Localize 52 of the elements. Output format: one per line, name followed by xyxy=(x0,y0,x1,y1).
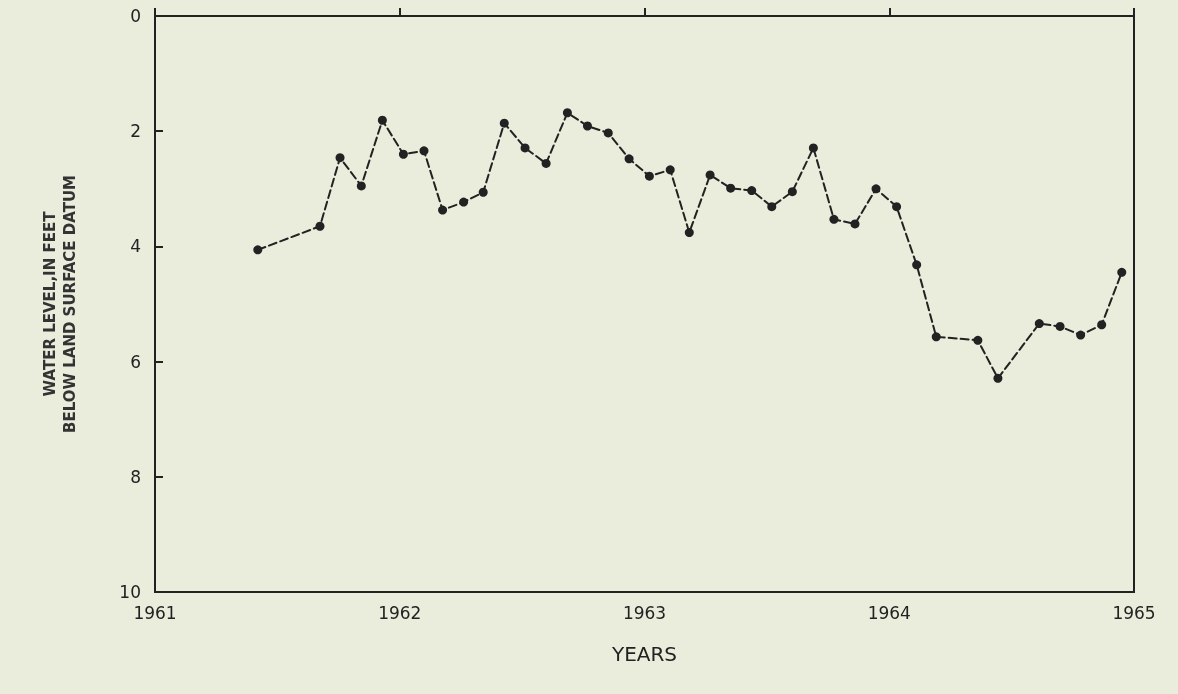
point xyxy=(478,187,488,197)
point xyxy=(377,115,387,125)
point xyxy=(624,154,634,164)
point xyxy=(871,184,881,194)
point xyxy=(644,171,654,181)
point xyxy=(1097,320,1107,330)
x-axis-title: YEARS xyxy=(610,642,678,666)
point xyxy=(1117,267,1127,277)
point xyxy=(1055,321,1065,331)
point xyxy=(931,332,941,342)
point xyxy=(562,108,572,118)
y-tick-label: 2 xyxy=(130,121,141,142)
point xyxy=(582,121,592,131)
point xyxy=(335,153,345,163)
point xyxy=(665,165,675,175)
point xyxy=(499,118,509,128)
y-tick-label: 8 xyxy=(130,466,141,487)
y-tick-label: 0 xyxy=(130,6,141,26)
point xyxy=(1034,319,1044,329)
point xyxy=(726,183,736,193)
point xyxy=(419,146,429,156)
x-tick-label: 1963 xyxy=(622,602,667,623)
point xyxy=(356,181,366,191)
point xyxy=(684,228,694,238)
y-tick-label: 4 xyxy=(130,236,141,257)
point xyxy=(398,149,408,159)
point xyxy=(892,202,902,212)
y-axis-title: WATER LEVEL,IN FEET BELOW LAND SURFACE DATUM xyxy=(41,175,79,433)
point xyxy=(767,202,777,212)
x-tick-label: 1962 xyxy=(378,602,422,623)
point xyxy=(912,260,922,270)
point xyxy=(253,245,263,255)
y-tick-label: 6 xyxy=(130,351,141,372)
x-tick-label: 1964 xyxy=(867,602,911,623)
point xyxy=(520,143,530,153)
x-tick-label: 1965 xyxy=(1112,602,1156,623)
y-tick-label: 10 xyxy=(119,582,141,602)
point xyxy=(993,373,1003,383)
point xyxy=(850,219,860,229)
point xyxy=(315,221,325,231)
point xyxy=(1076,330,1086,340)
point xyxy=(438,205,448,215)
point xyxy=(829,214,839,224)
point xyxy=(705,170,715,180)
point xyxy=(603,128,613,138)
point xyxy=(808,143,818,153)
x-tick-label: 1961 xyxy=(133,602,177,623)
point xyxy=(541,158,551,168)
point xyxy=(973,335,983,345)
point xyxy=(459,197,469,207)
point xyxy=(747,186,757,196)
point xyxy=(787,187,797,197)
